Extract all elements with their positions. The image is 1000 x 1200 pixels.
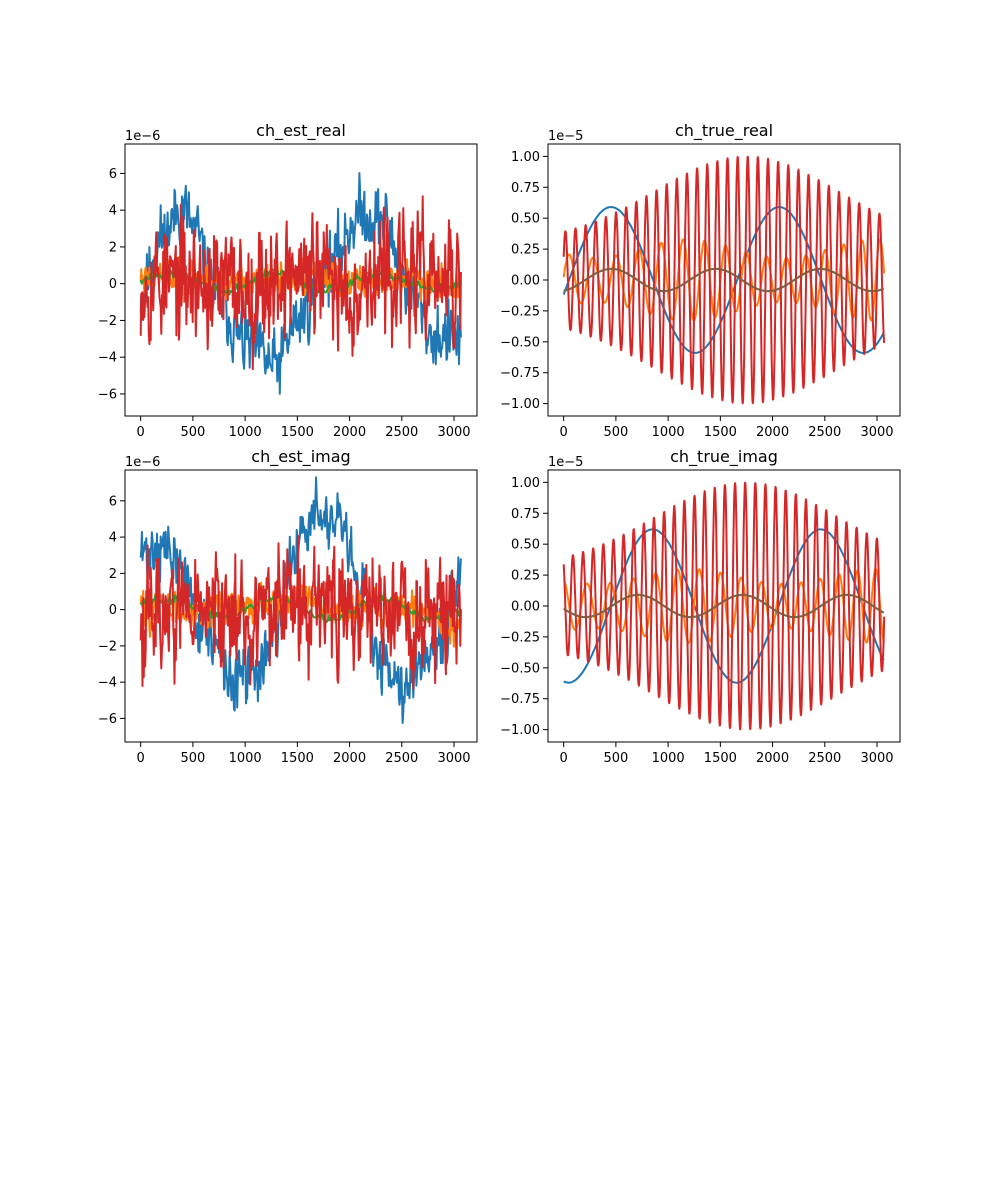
axes-frame — [124, 469, 478, 743]
y-tick-label: −1.00 — [500, 723, 540, 738]
x-tick-label: 500 — [603, 751, 628, 766]
x-tick-label: 2000 — [333, 751, 366, 766]
x-tick-label: 500 — [603, 425, 628, 440]
y-tick-label: 0.50 — [511, 538, 540, 553]
panel-est_imag: 0 500 1000 1500 2000 2500 3000 −6 −4 −2 0 2 4 6 ch_est… — [98, 447, 478, 766]
x-tick-label: 1500 — [281, 751, 314, 766]
y-tick-label: 0.00 — [511, 274, 540, 289]
panel-true_real: 0 500 1000 1500 2000 2500 3000 −1.00 −0.75 −0.50 −… — [500, 121, 901, 440]
x-tick-label: 1000 — [652, 751, 685, 766]
axis-offset-label: 1e−6 — [125, 455, 160, 470]
x-tick-label: 1500 — [704, 751, 737, 766]
x-tick-label: 2000 — [333, 425, 366, 440]
panel-est_real: 0 500 1000 1500 2000 2500 3000 −6 −4 −2 0 2 4 6 ch_est… — [98, 121, 478, 440]
series-group — [562, 481, 886, 731]
y-tick-label: −0.50 — [500, 335, 540, 350]
y-tick-label: −0.25 — [500, 304, 540, 319]
y-tick-label: 2 — [109, 567, 117, 582]
series-line-4 — [562, 155, 886, 405]
x-tick-label: 0 — [560, 425, 568, 440]
panel-title: ch_est_imag — [251, 447, 350, 467]
y-tick-label: 0.75 — [511, 181, 540, 196]
panel-true_imag: 0 500 1000 1500 2000 2500 3000 −1.00 −0.75 −0.50 −… — [500, 447, 901, 766]
axis-offset-label: 1e−6 — [125, 129, 160, 144]
y-tick-label: 0 — [109, 277, 117, 292]
series-line-4 — [139, 534, 462, 691]
y-tick-label: 4 — [109, 204, 117, 219]
y-tick-label: 6 — [109, 167, 117, 182]
series-group — [562, 155, 886, 405]
series-line-4 — [139, 195, 462, 371]
series-group — [139, 476, 463, 724]
x-tick-label: 2500 — [385, 425, 418, 440]
x-tick-label: 1500 — [281, 425, 314, 440]
x-tick-label: 0 — [137, 751, 145, 766]
y-tick-label: 4 — [109, 531, 117, 546]
y-tick-label: 1.00 — [511, 150, 540, 165]
x-tick-label: 1000 — [229, 751, 262, 766]
y-tick-label: 0 — [109, 603, 117, 618]
series-line-5 — [563, 267, 885, 293]
y-tick-label: 2 — [109, 240, 117, 255]
x-tick-label: 2000 — [756, 751, 789, 766]
axis-offset-label: 1e−5 — [548, 129, 583, 144]
y-tick-label: −1.00 — [500, 397, 540, 412]
series-line-1 — [139, 172, 462, 395]
y-tick-label: 0.25 — [511, 569, 540, 584]
x-tick-label: 0 — [137, 425, 145, 440]
x-tick-label: 2000 — [756, 425, 789, 440]
panel-title: ch_est_real — [256, 121, 346, 141]
y-tick-label: −0.50 — [500, 661, 540, 676]
y-tick-label: −6 — [98, 712, 117, 727]
y-tick-label: 0.50 — [511, 212, 540, 227]
x-tick-label: 500 — [180, 425, 205, 440]
series-line-4 — [562, 481, 886, 731]
y-tick-label: −4 — [98, 351, 117, 366]
x-tick-label: 0 — [560, 751, 568, 766]
series-group — [139, 172, 462, 395]
x-tick-label: 3000 — [437, 751, 470, 766]
axes-frame — [124, 143, 478, 417]
y-tick-label: −2 — [98, 639, 117, 654]
x-tick-label: 1500 — [704, 425, 737, 440]
x-tick-label: 3000 — [860, 425, 893, 440]
x-tick-label: 500 — [180, 751, 205, 766]
y-tick-label: 0.75 — [511, 507, 540, 522]
y-tick-label: 0.00 — [511, 600, 540, 615]
y-tick-label: 0.25 — [511, 243, 540, 258]
y-tick-label: 6 — [109, 494, 117, 509]
x-tick-label: 1000 — [652, 425, 685, 440]
y-tick-label: −6 — [98, 387, 117, 402]
series-line-5 — [563, 593, 885, 619]
y-tick-label: −0.75 — [500, 692, 540, 707]
panel-title: ch_true_real — [675, 121, 773, 141]
x-tick-label: 2500 — [385, 751, 418, 766]
y-tick-label: −4 — [98, 676, 117, 691]
y-tick-label: 1.00 — [511, 476, 540, 491]
y-tick-label: −0.25 — [500, 630, 540, 645]
x-tick-label: 2500 — [808, 425, 841, 440]
x-tick-label: 2500 — [808, 751, 841, 766]
y-tick-label: −2 — [98, 314, 117, 329]
panel-title: ch_true_imag — [670, 447, 778, 467]
series-line-1 — [563, 528, 885, 684]
y-tick-label: −0.75 — [500, 366, 540, 381]
x-tick-label: 1000 — [229, 425, 262, 440]
axis-offset-label: 1e−5 — [548, 455, 583, 470]
x-tick-label: 3000 — [437, 425, 470, 440]
x-tick-label: 3000 — [860, 751, 893, 766]
